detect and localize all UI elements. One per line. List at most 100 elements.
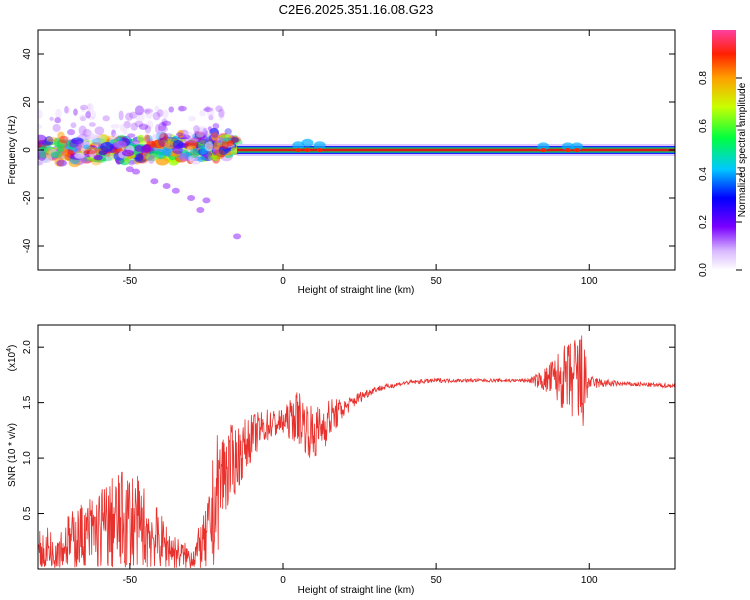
spectrogram-blob	[540, 148, 547, 152]
snr-multiplier: (x104)	[6, 345, 18, 372]
spectrogram-blob	[301, 138, 314, 147]
snr-xtick-label-0: -50	[123, 575, 138, 586]
spectrogram-blob	[88, 115, 95, 121]
spectrogram-blob	[89, 149, 97, 159]
spectrogram-blob	[212, 155, 219, 162]
spectrogram-blob	[143, 134, 151, 144]
spectrogram-ytick-label-2: 0	[22, 147, 33, 153]
spectrogram-blob	[83, 149, 97, 155]
carrier-core	[237, 148, 675, 152]
spectrogram-ytick-label-0: 40	[22, 48, 33, 60]
spectrogram-blob	[100, 134, 107, 145]
snr-xlabel: Height of straight line (km)	[298, 585, 415, 596]
spectrogram-blob	[162, 120, 172, 126]
colorbar-label: Normalized spectral amplitude	[737, 82, 748, 217]
spectrogram-blob	[154, 105, 160, 112]
spectrogram-blob	[189, 148, 200, 159]
spectrogram-blob	[152, 133, 159, 141]
spectrogram-blob	[196, 207, 205, 213]
spectrogram-blob	[134, 120, 144, 128]
spectrogram-blob	[138, 123, 149, 130]
spectrogram-blob	[198, 126, 208, 132]
spectrogram-blob	[172, 145, 184, 155]
spectrogram-blob	[87, 103, 94, 113]
spectrogram-blob	[102, 115, 110, 122]
spectrogram-blob	[145, 111, 154, 119]
spectrogram-blob	[69, 139, 80, 148]
spectrogram-blob	[128, 111, 138, 119]
spectrogram-blob	[146, 120, 154, 130]
spectrogram-blob	[147, 155, 155, 164]
spectrogram-blob	[88, 122, 96, 127]
spectrogram-blob	[38, 109, 43, 120]
spectrogram-blob	[218, 111, 225, 121]
spectrogram-blob	[86, 103, 92, 112]
snr-ytick-label-1: 1.5	[22, 395, 33, 409]
snr-frame	[37, 324, 676, 570]
spectrogram-blob	[57, 152, 72, 161]
spectrogram-blob	[168, 106, 174, 113]
spectrogram-blob	[158, 132, 169, 142]
spectrogram-blob	[123, 125, 128, 135]
spectrogram-blob	[175, 132, 184, 137]
spectrogram-blob	[135, 153, 144, 162]
spectrogram-blob	[123, 155, 131, 164]
spectrogram-blob	[230, 147, 239, 156]
spectrogram-blob	[205, 106, 211, 113]
spectrogram-blob	[46, 136, 58, 143]
spectrogram-blob	[171, 187, 180, 194]
spectrogram-blob	[194, 130, 199, 136]
spectrogram-blob	[206, 108, 215, 117]
spectrogram-blob	[52, 123, 61, 132]
spectrogram-blob	[130, 122, 138, 131]
spectrogram-blob	[203, 107, 214, 112]
spectrogram-ytick-label-4: -40	[22, 238, 33, 253]
spectrogram-blob	[144, 109, 151, 115]
spectrogram-blob	[112, 132, 119, 138]
spectrogram-blob	[197, 156, 205, 163]
spectrogram-blob	[118, 110, 124, 121]
spectrogram-blob	[195, 129, 206, 138]
spectrogram-blob	[49, 116, 54, 121]
spectrogram-blob	[79, 104, 89, 111]
spectrogram-blob	[39, 152, 46, 159]
spectrogram-blob	[86, 131, 95, 140]
spectrogram-blob	[203, 150, 213, 159]
spectrogram-blob	[561, 142, 574, 151]
spectrogram-blob	[64, 106, 69, 114]
colorbar-tick-label-3: 0.6	[698, 119, 709, 133]
spectrogram-blob	[170, 150, 181, 157]
spectrogram-blob	[162, 183, 171, 189]
spectrogram-blob	[227, 140, 234, 147]
spectrogram-blob	[202, 127, 208, 138]
spectrogram-blob	[55, 108, 62, 119]
spectrogram-blob	[57, 131, 65, 142]
spectrogram-blob	[178, 153, 188, 162]
spectrogram-blob	[224, 128, 232, 136]
spectrogram-blob	[113, 140, 127, 149]
spectrogram-blob	[125, 166, 134, 173]
spectrogram-blob	[111, 129, 116, 137]
colorbar-tick-label-4: 0.8	[698, 71, 709, 85]
spectrogram-xtick-label-0: -50	[123, 276, 138, 287]
spectrogram-blob	[101, 156, 113, 162]
spectrogram-blob	[144, 125, 151, 134]
spectrogram-blob	[105, 152, 115, 162]
spectrogram-blob	[143, 108, 154, 114]
spectrogram-blob	[213, 149, 225, 156]
spectrogram-blob	[204, 141, 214, 152]
spectrogram-blob	[295, 148, 302, 152]
spectrogram-blob	[177, 105, 185, 112]
spectrogram-blob	[67, 129, 76, 136]
spectrogram-blob	[53, 137, 60, 147]
spectrogram-blob	[158, 125, 169, 133]
spectrogram-blob	[91, 110, 96, 120]
spectrogram-blob	[207, 155, 217, 161]
spectrogram-blob	[73, 108, 78, 116]
spectrogram-blob	[191, 133, 203, 139]
spectrogram-blob	[135, 112, 145, 122]
spectrogram-blob	[203, 130, 211, 139]
spectrogram-blob	[132, 168, 140, 175]
spectrogram-blob	[134, 105, 144, 116]
spectrogram-blob	[199, 110, 206, 117]
